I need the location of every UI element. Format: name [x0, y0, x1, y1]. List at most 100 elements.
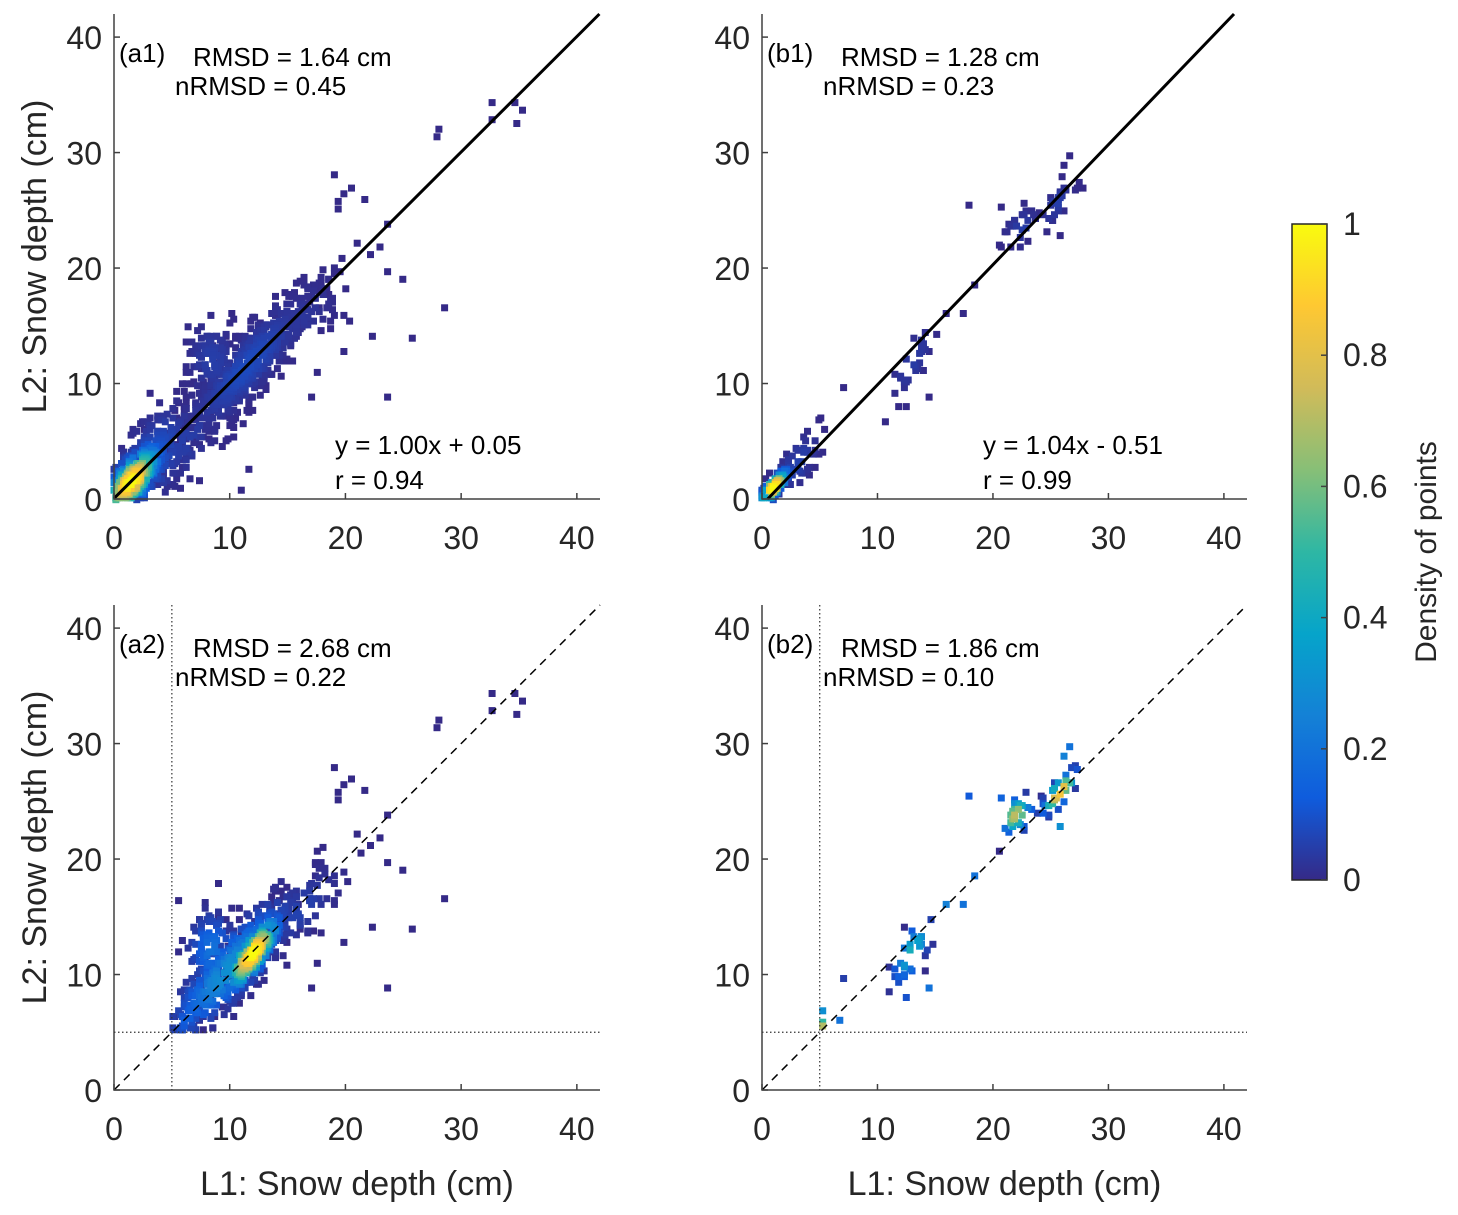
data-point: [209, 997, 217, 1005]
data-point: [1066, 152, 1074, 160]
data-point: [959, 900, 967, 908]
data-point: [201, 389, 209, 397]
data-point: [1009, 823, 1017, 830]
data-point: [199, 931, 207, 939]
data-point: [180, 1022, 188, 1030]
y-tick-label: 20: [66, 842, 102, 878]
data-point: [239, 342, 247, 350]
data-point: [199, 967, 207, 975]
data-point: [254, 365, 262, 373]
data-point: [209, 399, 217, 407]
data-point: [342, 285, 350, 293]
data-point: [207, 370, 215, 378]
data-point: [220, 969, 228, 977]
panel-b1: 00 10 10 20 20 30 30 40 40 (b1) RMSD = 1.28 cmnRMS…: [714, 12, 1247, 556]
data-point: [1060, 752, 1068, 760]
data-point: [197, 940, 205, 948]
data-point: [180, 994, 188, 1001]
data-point: [275, 921, 283, 929]
data-point: [300, 889, 308, 897]
data-point: [182, 368, 190, 376]
data-point: [1056, 823, 1064, 830]
data-point: [1033, 809, 1041, 817]
data-point: [1020, 826, 1028, 834]
data-point: [182, 429, 190, 437]
data-point: [262, 386, 270, 393]
data-point: [197, 323, 205, 331]
data-point: [173, 425, 181, 433]
data-point: [330, 900, 338, 908]
data-point: [140, 418, 148, 426]
one-to-one-line: [113, 604, 601, 1091]
data-point: [771, 492, 779, 500]
data-point: [207, 311, 215, 319]
data-point: [180, 420, 188, 428]
data-point: [1049, 800, 1057, 808]
data-point: [323, 304, 331, 312]
data-point: [786, 463, 794, 471]
data-point: [275, 317, 283, 325]
data-point: [235, 976, 243, 984]
data-point: [216, 942, 224, 950]
data-point: [253, 904, 260, 912]
data-point: [264, 321, 272, 329]
data-point: [201, 344, 209, 352]
data-point: [821, 425, 829, 433]
data-point: [272, 349, 279, 357]
data-point: [228, 948, 236, 956]
data-point: [1005, 828, 1013, 836]
data-point: [205, 994, 213, 1001]
data-point: [209, 990, 217, 998]
data-point: [251, 918, 259, 925]
data-point: [180, 412, 188, 420]
data-point: [196, 950, 203, 958]
data-point: [256, 327, 264, 335]
data-point: [315, 308, 323, 316]
data-point: [1054, 203, 1062, 211]
data-point: [237, 486, 245, 494]
nrmsd-annotation: nRMSD = 0.23: [823, 71, 994, 101]
data-point: [222, 393, 230, 401]
data-point: [177, 1024, 184, 1032]
data-point: [186, 433, 194, 441]
data-point: [182, 463, 190, 471]
data-point: [908, 927, 916, 935]
data-point: [313, 847, 321, 855]
data-point: [965, 792, 973, 800]
x-tick-label: 10: [860, 1111, 896, 1147]
data-point: [348, 184, 355, 192]
data-point: [243, 933, 251, 941]
x-tick-label: 0: [105, 520, 123, 556]
data-point: [1013, 222, 1020, 230]
data-point: [207, 1001, 215, 1009]
y-tick-label: 10: [714, 367, 750, 403]
data-point: [194, 344, 202, 352]
data-point: [281, 289, 289, 297]
data-point: [1009, 807, 1017, 815]
data-point: [203, 938, 211, 946]
data-point: [165, 452, 173, 460]
data-point: [315, 304, 323, 312]
data-point: [197, 997, 205, 1005]
data-point: [243, 948, 251, 956]
data-point: [197, 946, 205, 954]
data-point: [235, 904, 243, 912]
y-tick-label: 20: [66, 251, 102, 287]
data-point: [912, 367, 920, 374]
data-point: [203, 975, 211, 982]
data-point: [273, 338, 281, 346]
data-point: [1054, 805, 1062, 813]
data-point: [906, 965, 914, 973]
data-point: [167, 424, 175, 431]
data-point: [367, 251, 374, 259]
data-point: [237, 988, 245, 996]
data-point: [159, 471, 167, 479]
data-point: [800, 444, 808, 452]
y-tick-label: 10: [66, 958, 102, 994]
data-point: [283, 893, 291, 901]
data-point: [308, 292, 316, 300]
data-point: [788, 452, 796, 460]
data-point: [220, 1011, 228, 1019]
data-point: [785, 456, 792, 464]
data-point: [254, 910, 262, 918]
